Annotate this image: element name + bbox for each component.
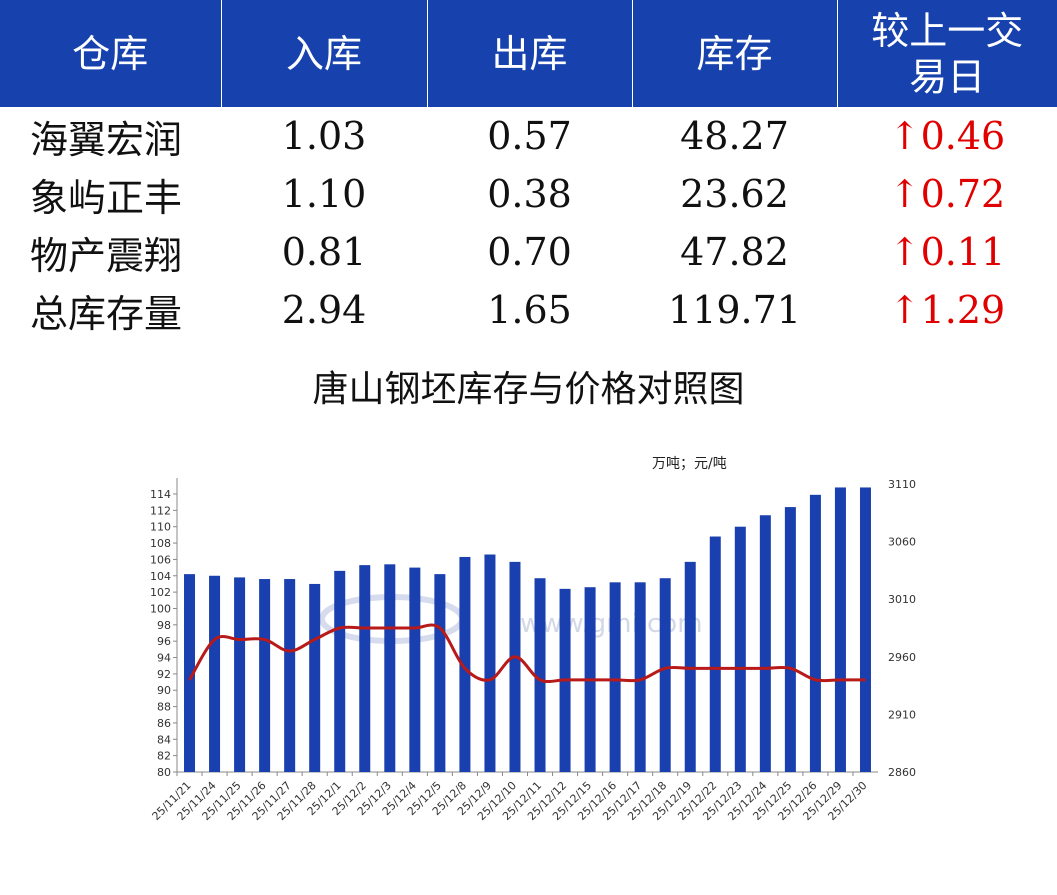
header-warehouse: 仓库 (0, 0, 221, 107)
inventory-bar (734, 526, 746, 772)
left-tick-label: 104 (150, 570, 171, 583)
inventory-bar (784, 507, 796, 772)
price-line (188, 623, 866, 684)
left-tick-label: 92 (157, 668, 171, 681)
left-tick-label: 110 (150, 521, 171, 534)
inventory-bar (534, 578, 546, 772)
up-arrow-icon: ↑ (888, 114, 921, 158)
right-tick-label: 2960 (888, 651, 916, 664)
inventory-bar (759, 515, 771, 772)
right-tick-label: 2860 (888, 766, 916, 779)
table-header-row: 仓库 入库 出库 库存 较上一交易日 (0, 0, 1057, 107)
inventory-bar (284, 579, 296, 772)
inbound-value: 1.03 (281, 114, 367, 158)
inventory-bar (384, 564, 396, 772)
inbound-value: 0.81 (281, 230, 367, 274)
chart-title: 唐山钢坯库存与价格对照图 (312, 369, 745, 410)
change-value: ↑0.11 (888, 230, 1006, 274)
inbound-value: 2.94 (281, 288, 367, 332)
header-outbound: 出库 (426, 0, 632, 107)
left-tick-label: 114 (150, 488, 171, 501)
warehouse-name: 海翼宏润 (30, 117, 183, 162)
inventory-bar (634, 582, 646, 772)
change-value: ↑1.29 (888, 288, 1006, 332)
table-row: 物产震翔 0.81 0.70 47.82 ↑0.11 (0, 223, 1057, 281)
left-tick-label: 112 (150, 504, 171, 517)
outbound-value: 0.57 (487, 114, 572, 158)
up-arrow-icon: ↑ (888, 172, 921, 216)
inventory-bar (359, 565, 371, 772)
left-tick-label: 102 (150, 586, 171, 599)
left-tick-label: 100 (150, 602, 171, 615)
inventory-bar (484, 554, 496, 772)
outbound-value: 0.38 (487, 172, 572, 216)
left-tick-label: 98 (157, 619, 171, 632)
inventory-bar (809, 494, 821, 772)
inventory-bar (834, 487, 846, 772)
right-tick-label: 2910 (888, 708, 916, 721)
inventory-bar (334, 570, 346, 772)
left-tick-label: 106 (150, 553, 171, 566)
left-tick-label: 82 (157, 750, 171, 763)
warehouse-name: 总库存量 (30, 291, 183, 336)
left-tick-label: 88 (157, 701, 171, 714)
header-change: 较上一交易日 (836, 0, 1057, 107)
up-arrow-icon: ↑ (888, 230, 921, 274)
warehouse-name: 物产震翔 (30, 233, 183, 278)
inventory-bar (409, 567, 421, 772)
table-row-total: 总库存量 2.94 1.65 119.71 ↑1.29 (0, 281, 1057, 339)
right-tick-label: 3110 (888, 478, 916, 491)
inventory-bar (659, 578, 671, 772)
table-row: 海翼宏润 1.03 0.57 48.27 ↑0.46 (0, 107, 1057, 165)
inventory-bar (509, 561, 521, 772)
inventory-bar (609, 582, 621, 772)
left-tick-label: 108 (150, 537, 171, 550)
change-value: ↑0.46 (888, 114, 1006, 158)
stock-value: 47.82 (680, 230, 789, 274)
change-value: ↑0.72 (888, 172, 1006, 216)
inventory-bar (259, 579, 271, 772)
stock-value: 119.71 (668, 288, 801, 332)
inbound-value: 1.10 (281, 172, 367, 216)
left-tick-label: 96 (157, 635, 171, 648)
outbound-value: 1.65 (487, 288, 572, 332)
inventory-bar (859, 487, 871, 772)
warehouse-name: 象屿正丰 (30, 175, 183, 220)
inventory-bar (234, 577, 246, 772)
left-tick-label: 90 (157, 684, 171, 697)
right-tick-label: 3010 (888, 593, 916, 606)
left-tick-label: 86 (157, 717, 171, 730)
header-stock: 库存 (631, 0, 837, 107)
inventory-table: 仓库 入库 出库 库存 较上一交易日 海翼宏润 1.03 0.57 48.27 … (0, 0, 1057, 339)
right-tick-label: 3060 (888, 536, 916, 549)
inventory-bar (209, 575, 221, 772)
table-row: 象屿正丰 1.10 0.38 23.62 ↑0.72 (0, 165, 1057, 223)
stock-value: 23.62 (680, 172, 789, 216)
stock-value: 48.27 (680, 114, 789, 158)
left-tick-label: 84 (157, 733, 171, 746)
left-tick-label: 94 (157, 652, 171, 665)
inventory-bar (434, 574, 446, 772)
inventory-bar (709, 536, 721, 772)
inventory-bar (309, 583, 321, 772)
inventory-bar (459, 556, 471, 772)
up-arrow-icon: ↑ (888, 288, 921, 332)
inventory-bar (184, 574, 196, 772)
unit-label: 万吨；元/吨 (652, 456, 727, 472)
outbound-value: 0.70 (487, 230, 572, 274)
header-inbound: 入库 (220, 0, 427, 107)
left-tick-label: 80 (157, 766, 171, 779)
